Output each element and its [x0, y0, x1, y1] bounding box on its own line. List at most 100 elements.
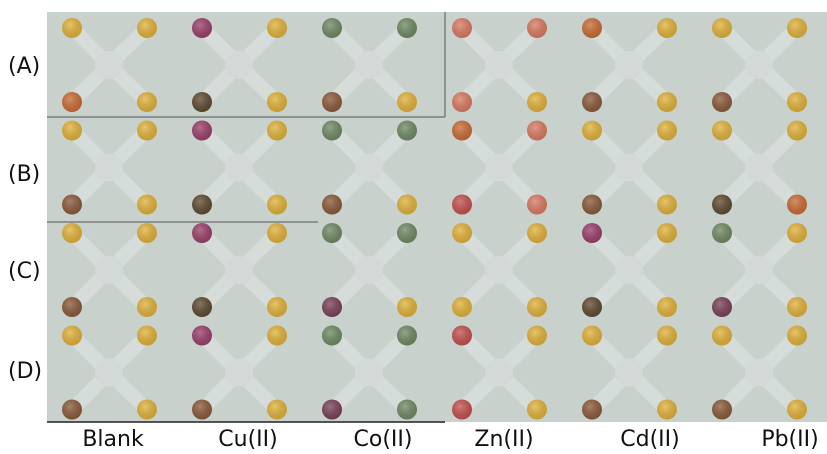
- spot-shade: [712, 18, 732, 38]
- spot-shade: [192, 400, 212, 420]
- spot-shade: [137, 92, 157, 112]
- spot-shade: [452, 400, 472, 420]
- spot-shade: [582, 297, 602, 317]
- spot-shade: [322, 18, 342, 38]
- spot-shade: [137, 297, 157, 317]
- pattern-center: [95, 256, 123, 284]
- spot-shade: [397, 121, 417, 141]
- pattern-center: [355, 359, 383, 387]
- pattern-center: [615, 51, 643, 79]
- spot-shade: [267, 297, 287, 317]
- spot-shade: [322, 223, 342, 243]
- spot-shade: [712, 92, 732, 112]
- spot-shade: [582, 195, 602, 215]
- spot-shade: [657, 326, 677, 346]
- spot-shade: [712, 223, 732, 243]
- spot-shade: [192, 223, 212, 243]
- row-label: (C): [8, 259, 41, 284]
- spot-shade: [322, 326, 342, 346]
- spot-shade: [527, 195, 547, 215]
- spot-shade: [452, 326, 472, 346]
- spot-shade: [712, 121, 732, 141]
- spot-shade: [137, 223, 157, 243]
- spot-shade: [322, 92, 342, 112]
- spot-shade: [527, 121, 547, 141]
- pattern-center: [95, 51, 123, 79]
- pattern-center: [615, 154, 643, 182]
- spot-shade: [657, 121, 677, 141]
- spot-shade: [582, 400, 602, 420]
- spot-shade: [137, 18, 157, 38]
- spot-shade: [787, 195, 807, 215]
- pattern-center: [355, 154, 383, 182]
- spot-shade: [787, 223, 807, 243]
- spot-shade: [137, 121, 157, 141]
- pattern-center: [745, 51, 773, 79]
- spot-shade: [322, 195, 342, 215]
- spot-shade: [787, 326, 807, 346]
- spot-shade: [712, 195, 732, 215]
- spot-shade: [137, 195, 157, 215]
- spot-shade: [267, 195, 287, 215]
- spot-shade: [527, 92, 547, 112]
- spot-shade: [62, 223, 82, 243]
- spot-shade: [787, 18, 807, 38]
- pattern-center: [745, 359, 773, 387]
- spot-shade: [527, 297, 547, 317]
- spot-shade: [267, 326, 287, 346]
- spot-shade: [452, 223, 472, 243]
- pattern-center: [485, 256, 513, 284]
- pattern-center: [485, 359, 513, 387]
- spot-shade: [192, 297, 212, 317]
- pattern-center: [485, 154, 513, 182]
- spot-shade: [527, 18, 547, 38]
- pattern-center: [615, 359, 643, 387]
- spot-shade: [657, 297, 677, 317]
- column-label: Cu(II): [218, 427, 277, 452]
- spot-shade: [192, 326, 212, 346]
- spot-shade: [267, 400, 287, 420]
- spot-shade: [657, 18, 677, 38]
- pattern-center: [225, 154, 253, 182]
- column-label: Cd(II): [620, 427, 679, 452]
- pattern-center: [95, 154, 123, 182]
- pattern-center: [225, 359, 253, 387]
- spot-shade: [62, 195, 82, 215]
- photo-background: [47, 12, 827, 422]
- spot-shade: [267, 18, 287, 38]
- pattern-center: [745, 154, 773, 182]
- spot-shade: [192, 121, 212, 141]
- row-label: (A): [8, 54, 40, 79]
- spot-shade: [582, 326, 602, 346]
- spot-shade: [582, 92, 602, 112]
- row-label: (B): [8, 162, 40, 187]
- spot-shade: [62, 121, 82, 141]
- spot-shade: [267, 121, 287, 141]
- spot-shade: [397, 223, 417, 243]
- spot-shade: [527, 326, 547, 346]
- pattern-center: [95, 359, 123, 387]
- spot-shade: [397, 18, 417, 38]
- spot-shade: [267, 223, 287, 243]
- spot-shade: [137, 400, 157, 420]
- pattern-center: [745, 256, 773, 284]
- spot-shade: [452, 195, 472, 215]
- spot-shade: [787, 92, 807, 112]
- spot-shade: [62, 92, 82, 112]
- spot-shade: [787, 400, 807, 420]
- spot-shade: [657, 400, 677, 420]
- spot-shade: [397, 400, 417, 420]
- spot-shade: [192, 195, 212, 215]
- spot-shade: [62, 18, 82, 38]
- spot-shade: [712, 297, 732, 317]
- spot-shade: [397, 92, 417, 112]
- column-label: Pb(II): [761, 427, 818, 452]
- spot-shade: [712, 326, 732, 346]
- spot-shade: [657, 223, 677, 243]
- pattern-center: [485, 51, 513, 79]
- spot-shade: [192, 18, 212, 38]
- column-label: Co(II): [354, 427, 413, 452]
- spot-shade: [322, 121, 342, 141]
- spot-shade: [527, 223, 547, 243]
- spot-shade: [452, 18, 472, 38]
